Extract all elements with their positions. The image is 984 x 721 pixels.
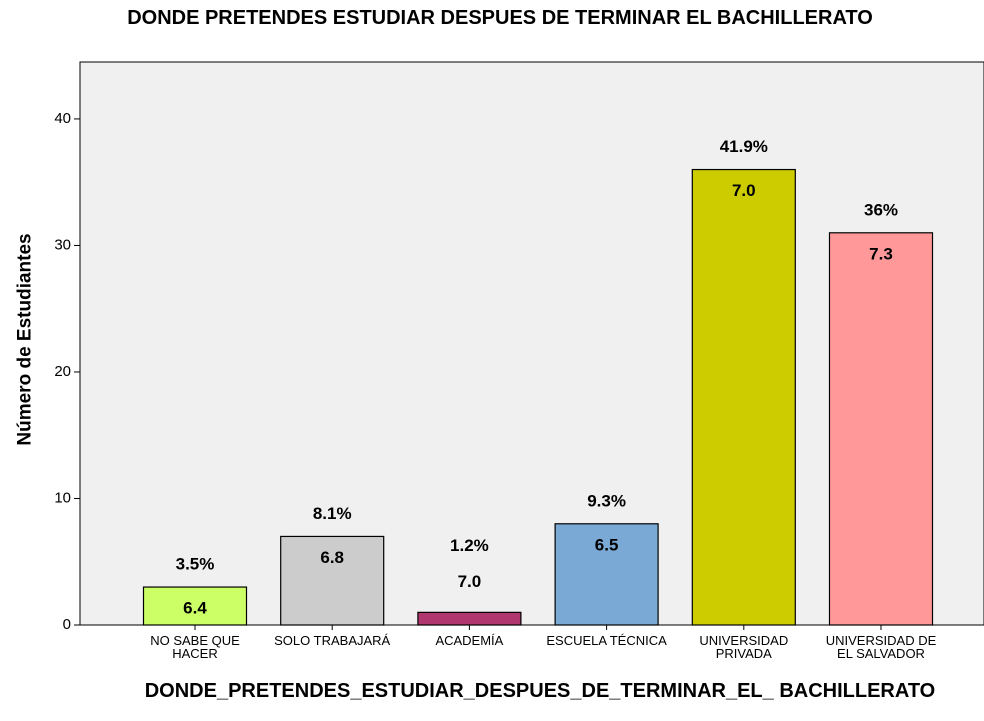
bar (417, 611, 522, 626)
inner-label: 6.5 (595, 535, 619, 554)
bar (691, 168, 796, 626)
bar (280, 535, 385, 626)
percent-label: 8.1% (313, 504, 352, 523)
y-tick-label: 0 (63, 616, 71, 633)
x-tick-label: ESCUELA TÉCNICA (546, 633, 667, 648)
inner-label: 6.8 (320, 548, 344, 567)
x-tick-label: UNIVERSIDAD DE EL SALVADOR (825, 633, 937, 661)
x-tick-label: SOLO TRABAJARÁ (274, 633, 391, 648)
bar (554, 523, 659, 626)
inner-label: 7.3 (869, 244, 893, 263)
percent-label: 3.5% (176, 555, 215, 574)
percent-label: 1.2% (450, 536, 489, 555)
y-tick-label: 20 (54, 363, 71, 380)
chart-title: DONDE PRETENDES ESTUDIAR DESPUES DE TERM… (127, 7, 873, 29)
percent-label: 41.9% (720, 137, 768, 156)
y-tick-label: 10 (54, 489, 71, 506)
percent-label: 9.3% (587, 491, 626, 510)
bar (142, 586, 248, 626)
x-tick-label: ACADEMÍA (435, 633, 504, 648)
inner-label: 6.4 (183, 599, 207, 618)
y-axis-label: Número de Estudiantes (14, 233, 36, 446)
x-axis-label: DONDE_PRETENDES_ESTUDIAR_DESPUES_DE_TERM… (144, 680, 936, 702)
inner-label: 7.0 (732, 181, 756, 200)
x-tick-label: NO SABE QUE HACER (150, 633, 240, 661)
bar (828, 232, 934, 626)
inner-label: 7.0 (458, 572, 482, 591)
percent-label: 36% (864, 200, 898, 219)
x-tick-label: UNIVERSIDAD PRIVADA (699, 633, 789, 661)
y-tick-label: 40 (54, 110, 71, 127)
y-tick-label: 30 (54, 236, 71, 253)
